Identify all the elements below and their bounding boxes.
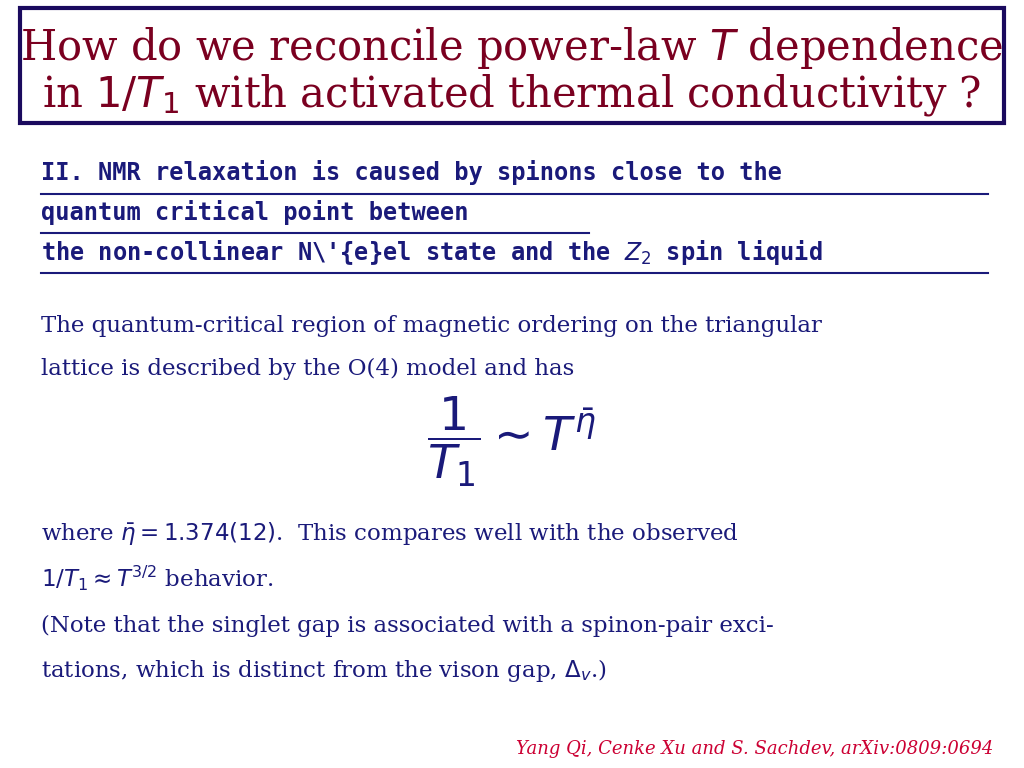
Text: $1/T_1 \approx T^{3/2}$ behavior.: $1/T_1 \approx T^{3/2}$ behavior. bbox=[41, 564, 273, 593]
Text: (Note that the singlet gap is associated with a spinon-pair exci-: (Note that the singlet gap is associated… bbox=[41, 615, 774, 637]
Text: Yang Qi, Cenke Xu and S. Sachdev, arXiv:0809:0694: Yang Qi, Cenke Xu and S. Sachdev, arXiv:… bbox=[516, 740, 993, 758]
Text: tations, which is distinct from the vison gap, $\Delta_v$.): tations, which is distinct from the viso… bbox=[41, 657, 606, 684]
Text: $\dfrac{1}{T_1} \sim T^{\bar{\eta}}$: $\dfrac{1}{T_1} \sim T^{\bar{\eta}}$ bbox=[427, 395, 597, 488]
Text: the non-collinear N\'{e}el state and the $Z_2$ spin liquid: the non-collinear N\'{e}el state and the… bbox=[41, 238, 822, 267]
Text: in $1/T_1$ with activated thermal conductivity ?: in $1/T_1$ with activated thermal conduc… bbox=[42, 72, 982, 118]
Text: II. NMR relaxation is caused by spinons close to the: II. NMR relaxation is caused by spinons … bbox=[41, 161, 782, 185]
Text: lattice is described by the O(4) model and has: lattice is described by the O(4) model a… bbox=[41, 358, 574, 379]
Text: The quantum-critical region of magnetic ordering on the triangular: The quantum-critical region of magnetic … bbox=[41, 316, 822, 337]
Text: How do we reconcile power-law $T$ dependence: How do we reconcile power-law $T$ depend… bbox=[20, 25, 1004, 71]
Text: quantum critical point between: quantum critical point between bbox=[41, 200, 468, 225]
FancyBboxPatch shape bbox=[20, 8, 1004, 123]
Text: where $\bar{\eta} = 1.374(12)$.  This compares well with the observed: where $\bar{\eta} = 1.374(12)$. This com… bbox=[41, 520, 738, 548]
